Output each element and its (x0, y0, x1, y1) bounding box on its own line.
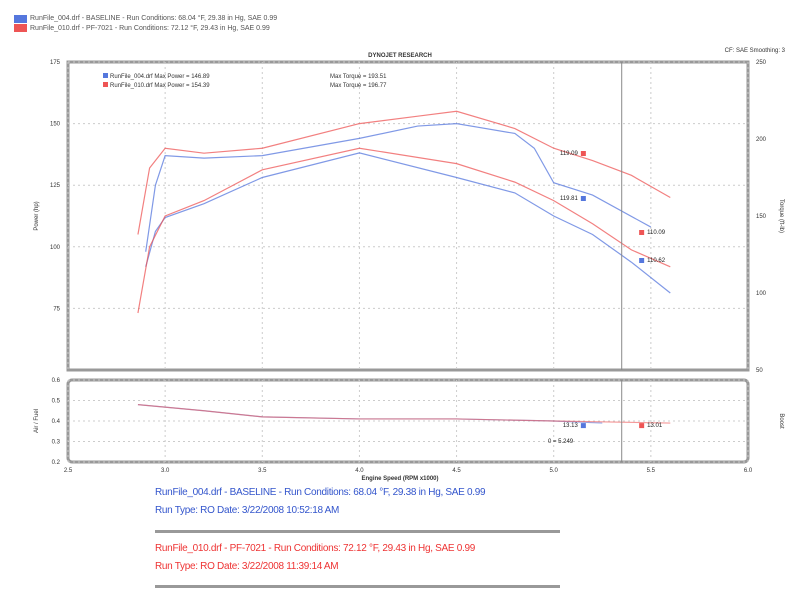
af-axis-label: Air / Fuel (34, 409, 40, 433)
y2-tick-label: 100 (756, 291, 767, 297)
pf7021-swatch (14, 24, 27, 32)
af-marker (580, 423, 586, 429)
y2-tick-label: 50 (756, 368, 763, 374)
x-tick-label: 4.0 (355, 468, 364, 474)
boost-axis-label: Boost (778, 413, 784, 429)
marker (580, 151, 586, 156)
af-tick-label: 0.2 (52, 460, 61, 466)
marker (639, 230, 645, 235)
y2-axis-label: Torque (ft-lb) (778, 199, 784, 233)
af-tick-label: 0.3 (52, 440, 61, 446)
series-torque-pf7021 (137, 147, 671, 314)
af-marker (639, 423, 645, 429)
af-label: 0 = 5.249 (548, 439, 574, 445)
footer-run1-line2: Run Type: RO Date: 3/22/2008 10:52:18 AM (155, 505, 340, 516)
x-tick-label: 4.5 (452, 468, 461, 474)
data-label: 110.62 (647, 258, 666, 264)
x-tick-label: 2.5 (64, 468, 73, 474)
divider (155, 585, 560, 588)
legend-swatch (103, 73, 108, 78)
x-tick-label: 6.0 (744, 468, 753, 474)
af-tick-label: 0.6 (52, 378, 61, 384)
legend-entry: RunFile_004.drf Max Power = 146.89 (110, 74, 210, 80)
legend-swatch (103, 82, 108, 87)
x-tick-label: 5.0 (550, 468, 559, 474)
data-label: 119.09 (560, 151, 579, 157)
x-tick-label: 5.5 (647, 468, 656, 474)
y2-tick-label: 150 (756, 214, 767, 220)
legend-torque: Max Torque = 196.77 (330, 83, 387, 89)
y-tick-label: 175 (50, 60, 61, 66)
x-tick-label: 3.0 (161, 468, 170, 474)
run2-header: RunFile_010.drf - PF-7021 - Run Conditio… (30, 25, 270, 32)
y-tick-label: 150 (50, 122, 61, 128)
chart-settings: CF: SAE Smoothing: 3 (725, 48, 786, 54)
af-label: 13.13 (563, 423, 579, 429)
data-label: 119.81 (560, 196, 579, 202)
series-power-baseline (145, 122, 652, 252)
af-series (137, 404, 671, 424)
af-tick-label: 0.5 (52, 399, 61, 405)
footer-run2-line2: Run Type: RO Date: 3/22/2008 11:39:14 AM (155, 561, 339, 572)
legend-entry: RunFile_010.drf Max Power = 154.39 (110, 83, 210, 89)
data-label: 110.09 (647, 230, 666, 236)
af-tick-label: 0.4 (52, 419, 61, 425)
baseline-swatch (14, 15, 27, 23)
run1-header: RunFile_004.drf - BASELINE - Run Conditi… (30, 15, 278, 22)
series-power-pf7021 (137, 110, 671, 235)
divider (155, 530, 560, 533)
x-tick-label: 3.5 (258, 468, 267, 474)
marker (639, 258, 645, 263)
y-axis-label: Power (hp) (34, 201, 40, 230)
af-label: 13.01 (647, 423, 663, 429)
y2-tick-label: 250 (756, 60, 767, 66)
y-tick-label: 125 (50, 183, 61, 189)
footer-run1-line1: RunFile_004.drf - BASELINE - Run Conditi… (155, 487, 486, 498)
y2-tick-label: 200 (756, 137, 767, 143)
chart-title: DYNOJET RESEARCH (368, 53, 432, 59)
legend-torque: Max Torque = 193.51 (330, 74, 387, 80)
x-axis-label: Engine Speed (RPM x1000) (361, 476, 438, 482)
marker (580, 196, 586, 201)
y-tick-label: 75 (53, 306, 60, 312)
footer-run2-line1: RunFile_010.drf - PF-7021 - Run Conditio… (155, 543, 476, 554)
y-tick-label: 100 (50, 245, 61, 251)
